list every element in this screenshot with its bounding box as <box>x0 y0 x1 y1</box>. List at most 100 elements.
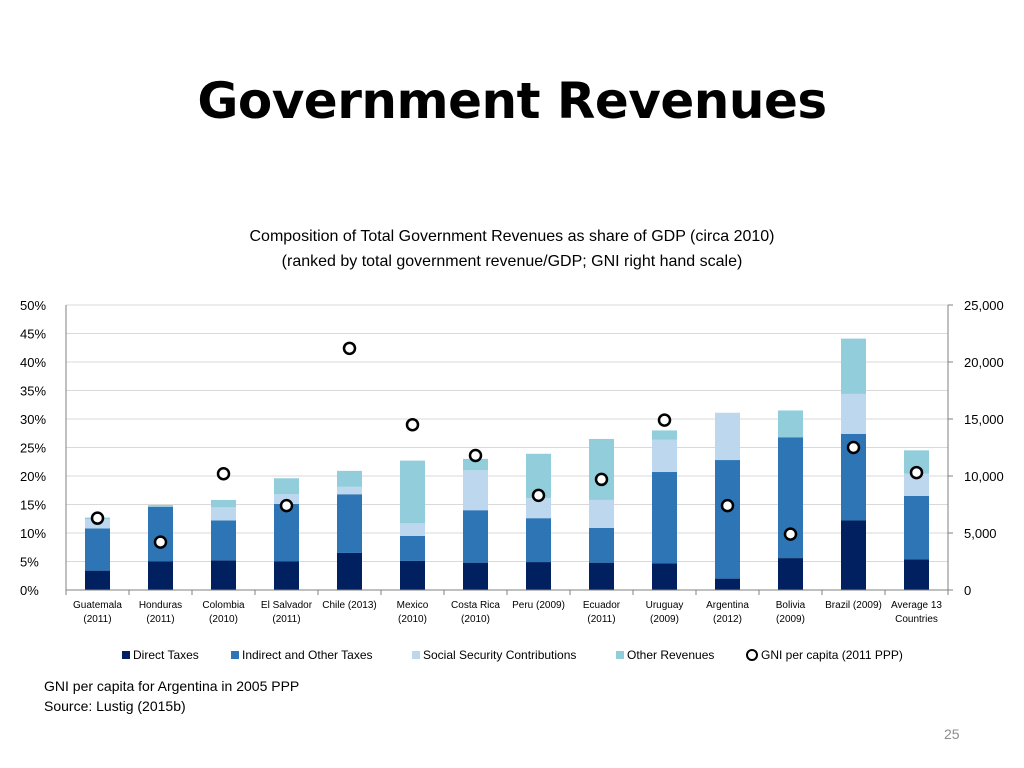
x-tick-label: Countries <box>895 614 938 625</box>
chart-subtitle: (ranked by total government revenue/GDP;… <box>281 253 743 270</box>
x-tick-label: (2012) <box>713 614 742 625</box>
bar-direct <box>400 560 425 590</box>
legend-label: Indirect and Other Taxes <box>242 648 373 662</box>
bar-social <box>652 439 677 473</box>
bar-direct <box>463 562 488 590</box>
bar-direct <box>652 563 677 590</box>
bar-direct <box>778 558 803 590</box>
gni-marker <box>405 417 420 432</box>
x-tick-label: Colombia <box>202 600 245 611</box>
x-tick-label: (2011) <box>587 614 615 625</box>
y-right-tick-label: 15,000 <box>964 412 1004 427</box>
slide-title: Government Revenues <box>197 72 827 130</box>
footnote-source: Source: Lustig (2015b) <box>44 698 186 714</box>
x-tick-label: (2011) <box>272 614 300 625</box>
legend-swatch-indirect <box>231 651 239 659</box>
legend-swatch-other <box>616 651 624 659</box>
legend-item-direct-taxes: Direct Taxes <box>122 648 199 662</box>
bar-other <box>904 450 929 474</box>
y-left-tick-label: 0% <box>20 583 39 598</box>
x-tick-label: Ecuador <box>583 600 621 611</box>
y-right-tick-label: 0 <box>964 583 971 598</box>
bar-indirect <box>652 472 677 564</box>
x-tick-label: (2011) <box>83 614 111 625</box>
x-tick-label: (2010) <box>398 614 427 625</box>
y-left-tick-label: 5% <box>20 555 39 570</box>
footnote-argentina: GNI per capita for Argentina in 2005 PPP <box>44 678 300 694</box>
bar-direct <box>85 570 110 590</box>
bar-direct <box>904 559 929 590</box>
x-tick-label: El Salvador <box>261 600 313 611</box>
gni-marker <box>216 466 231 481</box>
legend-label: Social Security Contributions <box>423 648 577 662</box>
bar-indirect <box>85 528 110 571</box>
bar-direct <box>148 561 173 590</box>
x-tick-label: Mexico <box>397 600 429 611</box>
bar-direct <box>274 561 299 590</box>
bar-social <box>337 486 362 495</box>
bar-other <box>463 458 488 471</box>
gni-marker <box>90 511 105 525</box>
gni-marker <box>720 498 735 513</box>
bar-indirect <box>589 527 614 563</box>
x-tick-label: Bolivia <box>776 600 806 611</box>
x-tick-label: Costa Rica <box>451 600 500 611</box>
bar-indirect <box>337 494 362 553</box>
x-tick-label: (2010) <box>209 614 238 625</box>
x-tick-label: (2010) <box>461 614 490 625</box>
x-tick-label: Average 13 <box>891 600 942 611</box>
gni-marker <box>846 440 861 455</box>
bar-social <box>841 393 866 434</box>
legend-item-social-security: Social Security Contributions <box>412 648 576 662</box>
bar-direct <box>211 560 236 590</box>
bar-indirect <box>148 506 173 562</box>
bar-other <box>652 430 677 440</box>
bar-indirect <box>463 510 488 563</box>
bar-indirect <box>904 495 929 560</box>
gni-marker <box>909 465 924 480</box>
bar-social <box>526 498 551 519</box>
bar-other <box>778 410 803 438</box>
bar-social <box>589 499 614 528</box>
bar-direct <box>526 562 551 590</box>
bar-other <box>400 460 425 524</box>
legend-label: Other Revenues <box>627 648 715 662</box>
x-tick-label: Peru (2009) <box>512 600 565 611</box>
legend-label: GNI per capita (2011 PPP) <box>761 648 903 662</box>
y-left-tick-label: 25% <box>20 441 46 456</box>
y-left-tick-label: 45% <box>20 327 46 342</box>
bar-other <box>274 478 299 495</box>
bar-direct <box>337 552 362 590</box>
bar-other <box>841 338 866 394</box>
bar-indirect <box>274 503 299 562</box>
x-tick-label: Chile (2013) <box>322 600 376 611</box>
bar-social <box>400 523 425 536</box>
x-tick-label: Uruguay <box>646 600 684 611</box>
legend-item-other-revenues: Other Revenues <box>616 648 714 662</box>
legend-marker-gni-icon <box>746 649 758 661</box>
gni-marker <box>657 413 672 427</box>
y-right-tick-label: 10,000 <box>964 469 1004 484</box>
bar-other <box>337 470 362 487</box>
gni-marker <box>531 488 546 503</box>
legend-swatch-social <box>412 651 420 659</box>
x-tick-label: Argentina <box>706 600 749 611</box>
chart-title: Composition of Total Government Revenues… <box>249 228 775 245</box>
bar-other <box>589 438 614 500</box>
bar-other <box>148 505 173 507</box>
y-left-tick-label: 15% <box>20 498 46 513</box>
x-tick-label: (2009) <box>776 614 805 625</box>
y-right-tick-label: 5,000 <box>964 526 997 541</box>
y-left-tick-label: 35% <box>20 384 46 399</box>
y-right-tick-label: 25,000 <box>964 298 1004 313</box>
y-left-tick-label: 20% <box>20 469 46 484</box>
x-tick-label: (2011) <box>146 614 174 625</box>
bar-direct <box>715 578 740 590</box>
y-left-tick-label: 10% <box>20 526 46 541</box>
gni-marker <box>279 498 294 513</box>
bar-social <box>211 507 236 521</box>
legend-item-indirect-taxes: Indirect and Other Taxes <box>231 648 373 662</box>
bar-social <box>715 412 740 461</box>
x-tick-label: (2009) <box>650 614 679 625</box>
legend-swatch-direct <box>122 651 130 659</box>
